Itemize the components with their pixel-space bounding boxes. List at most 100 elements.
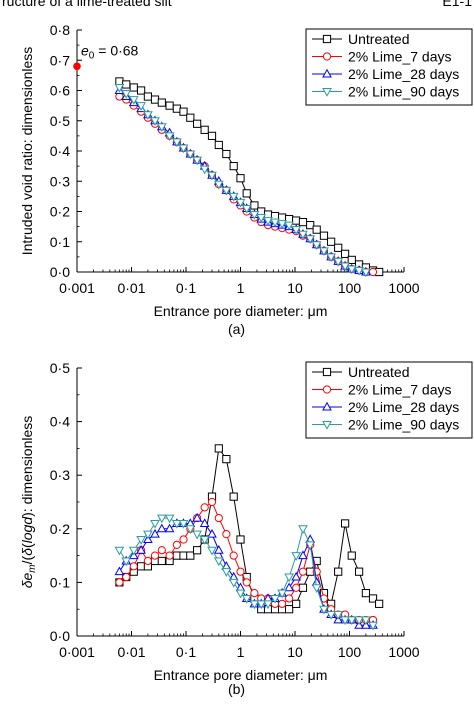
data-point <box>179 535 188 544</box>
data-point <box>207 546 217 556</box>
data-point <box>207 497 217 507</box>
data-point <box>165 551 174 560</box>
data-point <box>235 198 246 208</box>
data-point <box>228 192 239 202</box>
data-point <box>285 594 294 603</box>
data-point <box>136 562 146 571</box>
y-tick-label: 0·3 <box>50 467 70 483</box>
x-tick-label: 0·1 <box>176 644 196 660</box>
data-point <box>326 611 336 620</box>
data-point <box>311 241 322 251</box>
data-point <box>312 225 321 234</box>
data-point <box>319 605 329 615</box>
data-point <box>157 98 166 107</box>
y-tick-label: 0·0 <box>50 628 70 644</box>
legend-marker <box>322 421 332 430</box>
data-point <box>292 583 301 592</box>
data-point <box>136 536 146 545</box>
data-point <box>114 546 125 556</box>
data-point <box>164 132 175 142</box>
data-point <box>222 455 231 464</box>
data-point <box>150 519 160 529</box>
chart-panel-a: 0·001 0·01 0·1 1 10 100 1000 0·0 0·1 0·2 0·3 0·4 0·5… <box>19 22 473 337</box>
series-line <box>119 80 380 273</box>
data-point <box>150 528 160 538</box>
data-point <box>340 616 350 626</box>
x-tick-label: 0·001 <box>59 644 95 660</box>
series-0 <box>115 77 384 277</box>
data-point <box>143 111 153 120</box>
data-point <box>263 217 273 226</box>
data-point <box>229 551 238 560</box>
series-3 <box>114 83 371 278</box>
data-point <box>235 589 246 599</box>
y-tick-label: 0·2 <box>50 204 70 220</box>
data-point <box>249 600 260 610</box>
page-header-code: E1-1 <box>442 0 472 9</box>
data-point <box>333 611 344 620</box>
series-1 <box>115 497 378 625</box>
legend-marker <box>322 88 332 97</box>
x-tick-label: 0·001 <box>59 280 95 296</box>
legend-box <box>305 361 473 439</box>
data-point <box>229 492 238 501</box>
data-point <box>192 530 202 540</box>
data-point <box>136 102 146 111</box>
data-point <box>156 123 167 133</box>
legend-entry-label: 2% Lime_28 days <box>348 66 459 82</box>
data-point <box>326 253 336 263</box>
data-point <box>114 566 125 576</box>
data-point <box>291 571 302 581</box>
data-point <box>347 551 356 560</box>
data-point <box>115 77 124 86</box>
data-point <box>207 528 217 538</box>
data-point <box>284 221 294 231</box>
data-point <box>375 599 384 608</box>
data-point <box>222 149 231 159</box>
data-point <box>121 557 132 567</box>
data-point <box>354 567 364 576</box>
data-point <box>285 605 294 614</box>
data-point <box>156 523 167 533</box>
data-point <box>250 589 259 598</box>
data-point <box>270 594 280 604</box>
data-point <box>115 578 124 587</box>
y-tick-label: 0·0 <box>50 264 70 280</box>
legend-entry-label: Untreated <box>348 364 409 380</box>
data-point <box>334 243 343 252</box>
data-point <box>136 86 146 95</box>
data-point <box>284 573 294 583</box>
data-point <box>150 551 160 560</box>
data-point <box>298 583 308 592</box>
y-tick-label: 0·3 <box>50 173 70 189</box>
data-point <box>368 267 378 277</box>
data-point <box>298 550 308 560</box>
x-tick-label: 10 <box>287 280 303 296</box>
y-axis-label: δem/(δ(logd): dimensionless <box>19 416 38 589</box>
data-point <box>199 536 210 545</box>
data-point <box>150 95 160 104</box>
data-point <box>241 594 252 604</box>
data-point <box>114 83 125 93</box>
data-point <box>361 616 371 626</box>
x-tick-label: 0·1 <box>176 280 196 296</box>
data-point <box>368 621 378 631</box>
data-point <box>250 201 259 210</box>
panel-label: (b) <box>228 681 245 697</box>
x-axis-label: Entrance pore diameter: μm <box>154 667 328 683</box>
data-point <box>305 235 316 244</box>
data-point <box>256 600 267 610</box>
y-axis-label: Intruded void ratio: dimensionless <box>19 47 35 256</box>
data-point <box>270 218 280 228</box>
data-point <box>199 518 210 527</box>
page-header-title: ructure of a lime-treated silt <box>2 0 172 9</box>
data-point <box>221 186 232 196</box>
data-point <box>319 247 329 257</box>
data-point <box>129 83 138 92</box>
data-point <box>136 545 146 554</box>
data-point <box>291 226 302 235</box>
data-point <box>164 514 175 524</box>
data-point <box>192 512 202 522</box>
